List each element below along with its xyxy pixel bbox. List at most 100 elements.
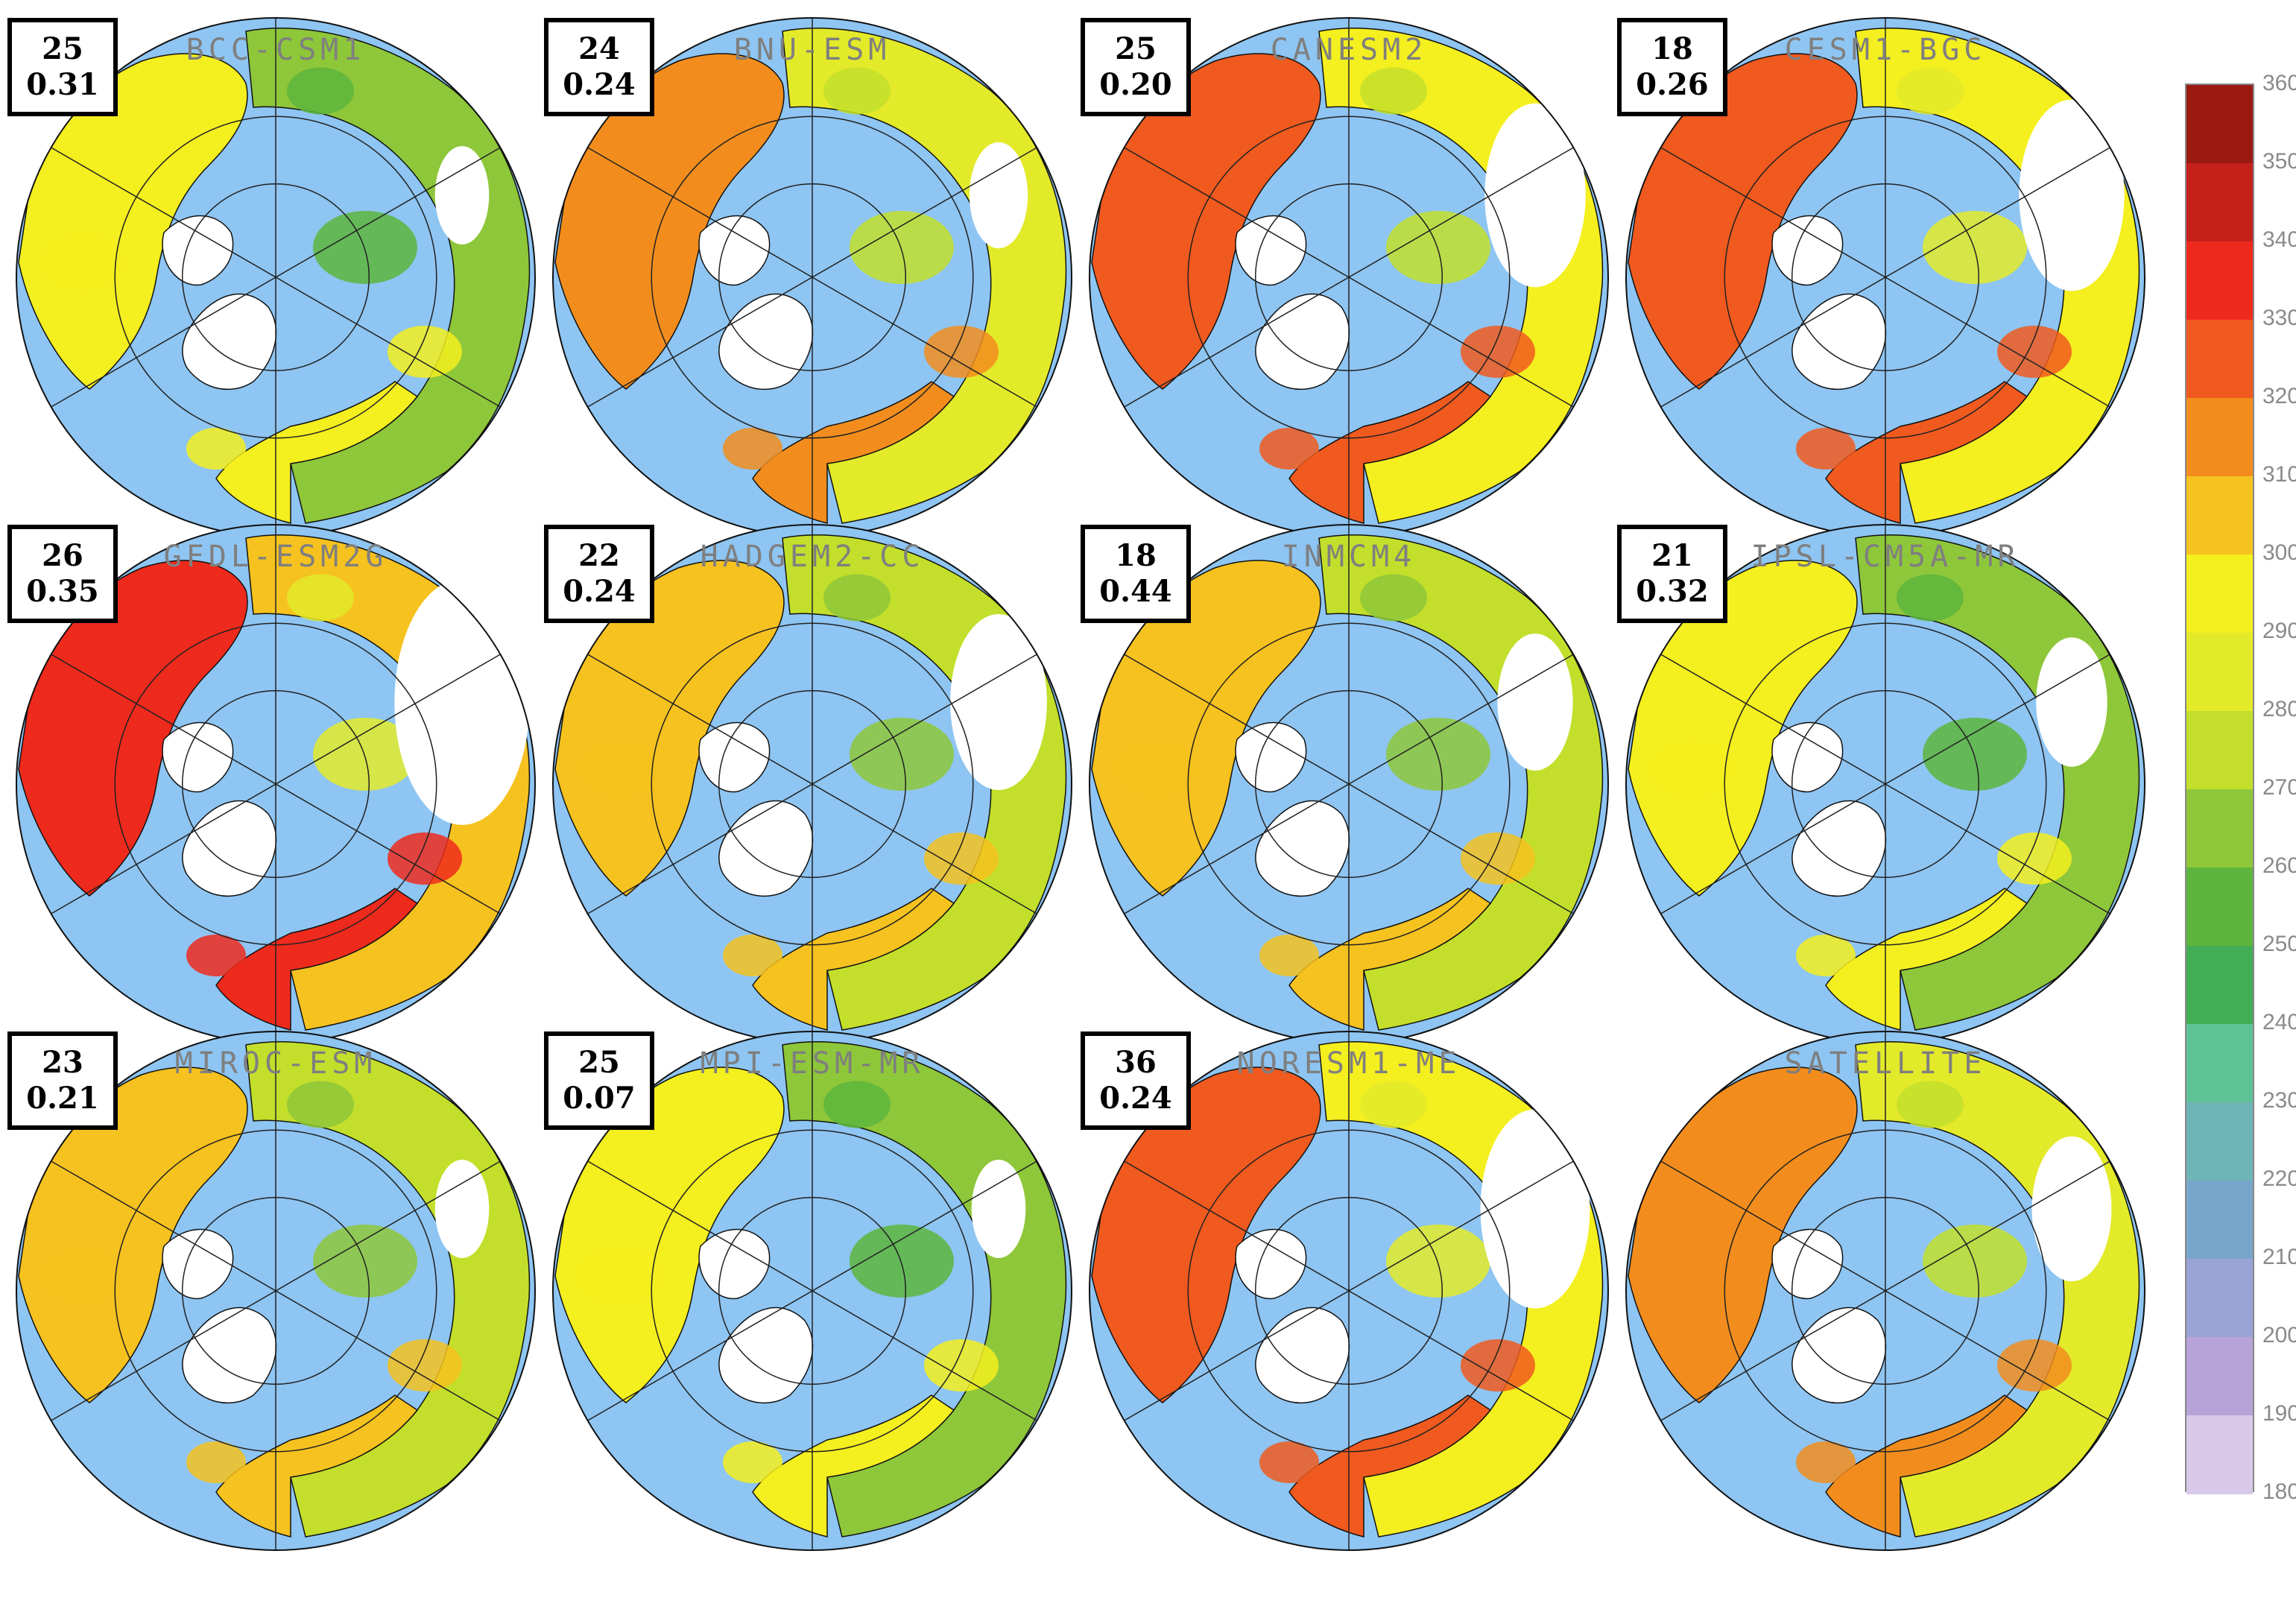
legend-tick: 360	[2262, 71, 2296, 95]
stat-box: 21 0.32	[1617, 525, 1727, 623]
land-arctic_isles	[162, 721, 234, 793]
map-panel	[12, 520, 540, 1048]
legend-tick: 270	[2262, 775, 2296, 800]
map-panel	[1622, 1027, 2149, 1555]
land-colour-patch	[388, 326, 462, 378]
legend-band	[2186, 241, 2253, 320]
polar-map	[1089, 1031, 1609, 1551]
land-colour-patch	[186, 428, 246, 470]
polar-map	[1089, 524, 1609, 1044]
stat-secondary: 0.21	[26, 1081, 99, 1116]
legend-band	[2186, 476, 2253, 555]
land-colour-patch	[1110, 231, 1200, 294]
land-arctic_isles	[162, 1228, 234, 1300]
stat-primary: 26	[42, 538, 83, 573]
legend-band	[2186, 1415, 2253, 1494]
no-data-region	[2019, 99, 2125, 291]
stat-box: 25 0.31	[7, 18, 118, 116]
map-title: MIROC-ESM	[174, 1046, 377, 1081]
land-colour-patch	[1897, 1081, 1964, 1128]
land-colour-patch	[1997, 832, 2072, 885]
land-colour-patch	[574, 231, 663, 294]
stat-secondary: 0.35	[26, 574, 99, 609]
legend-tick: 230	[2262, 1088, 2296, 1113]
map-panel	[1085, 1027, 1613, 1555]
land-colour-patch	[1796, 428, 1856, 470]
stat-box: 24 0.24	[544, 18, 654, 116]
stat-primary: 24	[578, 31, 620, 66]
land-europe	[752, 888, 955, 1031]
map-panel	[1085, 520, 1613, 1048]
land-colour-patch	[313, 718, 417, 791]
land-namerica	[18, 53, 248, 390]
legend-tick: 190	[2262, 1401, 2296, 1426]
land-colour-patch	[1461, 326, 1535, 378]
land-arctic_isles	[698, 1228, 771, 1300]
stat-primary: 18	[1651, 31, 1693, 66]
land-arctic_isles	[162, 215, 234, 286]
land-colour-patch	[574, 738, 663, 800]
land-colour-patch	[287, 574, 354, 622]
land-colour-patch	[1360, 67, 1427, 115]
land-colour-patch	[823, 574, 891, 622]
land-colour-patch	[287, 67, 354, 115]
land-europe	[1825, 381, 2028, 524]
land-colour-patch	[1386, 718, 1490, 791]
land-colour-patch	[1796, 935, 1856, 976]
no-data-region	[2031, 1136, 2112, 1282]
stat-secondary: 0.24	[563, 574, 636, 609]
land-europe	[1825, 888, 2028, 1031]
stat-box: 36 0.24	[1081, 1031, 1191, 1130]
legend-tick: 250	[2262, 932, 2296, 956]
stat-secondary: 0.44	[1099, 574, 1172, 609]
legend-band	[2186, 555, 2253, 634]
land-colour-patch	[924, 1339, 999, 1391]
land-colour-patch	[1997, 326, 2072, 378]
no-data-region	[969, 142, 1028, 249]
land-colour-patch	[1461, 832, 1535, 885]
land-colour-patch	[37, 738, 127, 800]
stat-box: 25 0.20	[1081, 18, 1191, 116]
land-colour-patch	[723, 1441, 782, 1483]
legend-tick: 240	[2262, 1010, 2296, 1034]
stat-box: 22 0.24	[544, 525, 654, 623]
map-title: IPSL-CM5A-MR	[1751, 540, 2020, 574]
stat-primary: 25	[578, 1045, 620, 1080]
legend-tick: 210	[2262, 1245, 2296, 1269]
polar-map	[552, 17, 1072, 537]
map-panel	[1622, 520, 2149, 1048]
legend-band	[2186, 1024, 2253, 1103]
legend-tick: 320	[2262, 384, 2296, 408]
land-colour-patch	[1796, 1441, 1856, 1483]
color-scale-legend	[2185, 83, 2254, 1494]
stat-box: 26 0.35	[7, 525, 118, 623]
polar-map	[1625, 17, 2145, 537]
legend-band	[2186, 711, 2253, 790]
land-namerica	[554, 560, 785, 897]
land-colour-patch	[313, 1225, 417, 1298]
land-namerica	[18, 560, 248, 897]
legend-band	[2186, 1337, 2253, 1416]
land-europe	[1288, 381, 1492, 524]
land-colour-patch	[723, 935, 782, 976]
land-colour-patch	[1386, 1225, 1490, 1298]
map-panel	[1085, 13, 1613, 541]
map-title: BNU-ESM	[733, 33, 891, 67]
land-colour-patch	[1897, 67, 1964, 115]
land-colour-patch	[850, 1225, 954, 1298]
map-panel	[12, 1027, 540, 1555]
polar-map	[16, 1031, 536, 1551]
legend-tick: 180	[2262, 1479, 2296, 1504]
land-colour-patch	[924, 326, 999, 378]
legend-band	[2186, 320, 2253, 399]
polar-map	[1625, 1031, 2145, 1551]
land-colour-patch	[1923, 1225, 2027, 1298]
legend-tick: 310	[2262, 462, 2296, 487]
stat-primary: 25	[1115, 31, 1157, 66]
no-data-region	[1497, 634, 1573, 771]
stat-secondary: 0.32	[1636, 574, 1709, 609]
land-europe	[215, 1394, 419, 1538]
legend-tick: 200	[2262, 1323, 2296, 1347]
stat-secondary: 0.26	[1636, 67, 1709, 102]
land-arctic_isles	[1235, 1228, 1307, 1300]
